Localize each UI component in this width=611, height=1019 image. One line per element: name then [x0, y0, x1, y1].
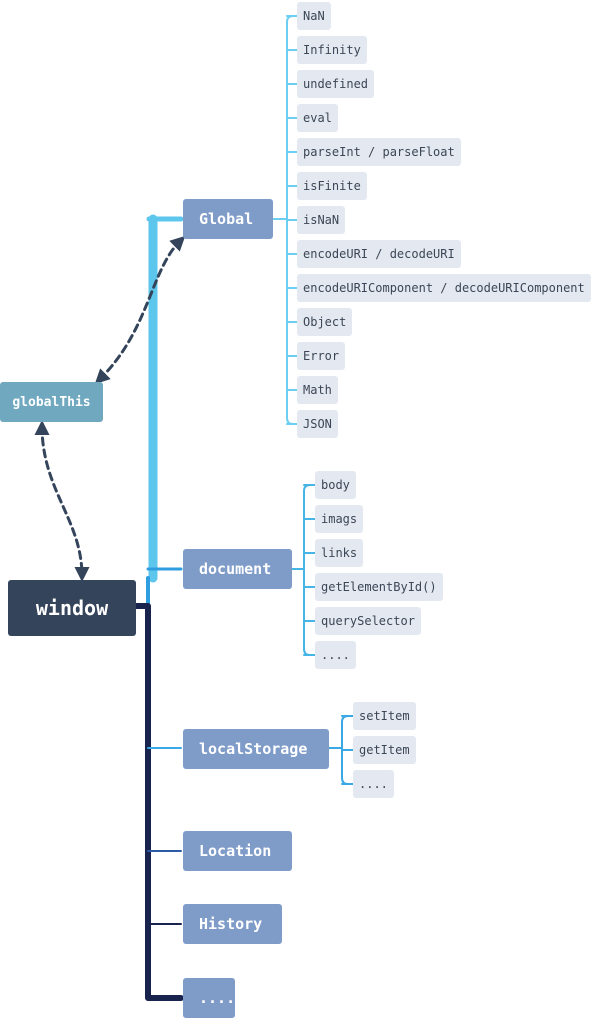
global-node: Global [183, 199, 273, 239]
document-child-links: links [315, 539, 364, 567]
document-child-body: body [315, 471, 356, 499]
global-child-undefined: undefined [297, 70, 375, 98]
global-child-encodeuri-decodeuri: encodeURI / decodeURI [297, 240, 461, 268]
document-child-imags: imags [315, 505, 364, 533]
localstorage-node: localStorage [183, 729, 329, 769]
trunk-navy-segment [133, 603, 184, 1001]
location-node: Location [183, 831, 292, 871]
global-child-isfinite: isFinite [297, 172, 367, 200]
window-root-node: window [8, 580, 136, 636]
global-child-json: JSON [297, 410, 338, 438]
dashed-arrow-global-globalthis [94, 235, 186, 385]
globalthis-node: globalThis [0, 382, 103, 422]
document-child-queryselector: querySelector [315, 607, 421, 635]
history-node: History [183, 904, 282, 944]
global-child-isnan: isNaN [297, 206, 346, 234]
global-child-object: Object [297, 308, 353, 336]
global-child-math: Math [297, 376, 338, 404]
document-child-more: .... [315, 641, 356, 669]
global-child-parseint-parsefloat: parseInt / parseFloat [297, 138, 461, 166]
document-node: document [183, 549, 292, 589]
document-child-getelementbyid: getElementById() [315, 573, 443, 601]
global-child-nan: NaN [297, 2, 331, 30]
global-child-error: Error [297, 342, 346, 370]
global-child-encodeuricomponent-decodeuricomponent: encodeURIComponent / decodeURIComponent [297, 274, 591, 302]
localstorage-child-more: .... [353, 770, 394, 798]
global-child-infinity: Infinity [297, 36, 367, 64]
global-child-eval: eval [297, 104, 338, 132]
document-children-line [303, 484, 311, 656]
more-node: .... [183, 978, 235, 1018]
localstorage-child-setitem: setItem [353, 702, 416, 730]
localstorage-child-getitem: getItem [353, 736, 416, 764]
dashed-arrow-globalthis-window [34, 420, 90, 582]
